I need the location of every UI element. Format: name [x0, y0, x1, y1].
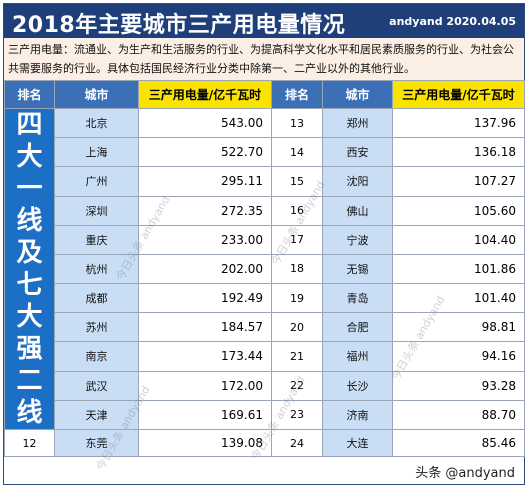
header-value-left: 三产用电量/亿千瓦时	[138, 80, 272, 109]
city-cell: 武汉	[54, 370, 139, 401]
value-cell: 172.00	[138, 370, 272, 401]
value-cell: 139.08	[138, 429, 272, 457]
value-cell: 137.96	[392, 107, 525, 139]
table-row: 南京 173.44 21 福州 94.16	[5, 341, 525, 372]
header-city-left: 城市	[54, 80, 139, 109]
value-cell: 136.18	[392, 137, 525, 168]
city-cell: 东莞	[54, 429, 139, 457]
group-label: 四大一线及七大强二线	[4, 108, 55, 430]
group-label-char: 线	[16, 206, 43, 236]
city-cell: 郑州	[322, 107, 393, 139]
rank-cell: 18	[271, 253, 323, 285]
city-cell: 天津	[54, 399, 139, 431]
rank-cell: 14	[271, 137, 323, 168]
header-rank-left: 排名	[4, 80, 55, 109]
footer-watermark: 头条 @andyand	[412, 462, 518, 481]
group-label-char: 线	[16, 398, 43, 428]
table-row: 成都 192.49 19 青岛 101.40	[5, 283, 525, 314]
rank-cell: 24	[271, 429, 323, 457]
value-cell: 88.70	[392, 399, 525, 431]
table-row: 12 东莞 139.08 24 大连 85.46	[4, 429, 525, 457]
table-header-row: 排名 城市 三产用电量/亿千瓦时 排名 城市 三产用电量/亿千瓦时	[4, 80, 525, 109]
table-row: 广州 295.11 15 沈阳 107.27	[5, 166, 525, 197]
city-cell: 成都	[54, 283, 139, 314]
group-label-char: 一	[16, 174, 43, 204]
city-cell: 青岛	[322, 283, 393, 314]
table-row: 天津 169.61 23 济南 88.70	[5, 399, 525, 431]
city-cell: 大连	[322, 429, 393, 457]
value-cell: 295.11	[138, 166, 272, 197]
city-cell: 深圳	[54, 195, 139, 226]
rank-cell: 23	[271, 399, 323, 431]
group-label-char: 大	[16, 302, 43, 332]
value-cell: 543.00	[138, 107, 272, 139]
table-row: 苏州 184.57 20 合肥 98.81	[5, 312, 525, 343]
header-city-right: 城市	[322, 80, 393, 109]
group-label-char: 二	[16, 366, 43, 396]
table-row: 四大一线及七大强二线北京 543.00 13 郑州 137.96	[4, 107, 525, 430]
city-cell: 济南	[322, 399, 393, 431]
value-cell: 233.00	[138, 224, 272, 255]
value-cell: 173.44	[138, 341, 272, 372]
city-cell: 北京	[54, 107, 139, 139]
city-cell: 上海	[54, 137, 139, 168]
page-title: 2018年主要城市三产用电量情况	[12, 13, 346, 38]
city-cell: 苏州	[54, 312, 139, 343]
value-cell: 93.28	[392, 370, 525, 401]
city-cell: 南京	[54, 341, 139, 372]
value-cell: 98.81	[392, 312, 525, 343]
value-cell: 94.16	[392, 341, 525, 372]
value-cell: 101.86	[392, 253, 525, 285]
city-cell: 宁波	[322, 224, 393, 255]
value-cell: 202.00	[138, 253, 272, 285]
rank-cell: 21	[271, 341, 323, 372]
value-cell: 105.60	[392, 195, 525, 226]
title-bar: 2018年主要城市三产用电量情况 andyand 2020.04.05	[4, 4, 524, 38]
value-cell: 104.40	[392, 224, 525, 255]
title-credit: andyand 2020.04.05	[389, 15, 516, 28]
group-label-char: 强	[16, 334, 43, 364]
city-cell: 合肥	[322, 312, 393, 343]
rank-cell: 22	[271, 370, 323, 401]
power-consumption-table: 排名 城市 三产用电量/亿千瓦时 排名 城市 三产用电量/亿千瓦时 四大一线及七…	[4, 80, 525, 457]
value-cell: 169.61	[138, 399, 272, 431]
group-label-char: 及	[16, 238, 43, 268]
value-cell: 85.46	[392, 429, 525, 457]
city-cell: 福州	[322, 341, 393, 372]
city-cell: 佛山	[322, 195, 393, 226]
city-cell: 沈阳	[322, 166, 393, 197]
city-cell: 长沙	[322, 370, 393, 401]
document-frame	[3, 3, 525, 485]
city-cell: 重庆	[54, 224, 139, 255]
rank-cell: 13	[271, 107, 323, 139]
rank-cell: 16	[271, 195, 323, 226]
table-row: 重庆 233.00 17 宁波 104.40	[5, 224, 525, 255]
table-row: 深圳 272.35 16 佛山 105.60	[5, 195, 525, 226]
group-label-char: 大	[16, 142, 43, 172]
value-cell: 192.49	[138, 283, 272, 314]
city-cell: 杭州	[54, 253, 139, 285]
rank-cell: 15	[271, 166, 323, 197]
header-rank-right: 排名	[271, 80, 323, 109]
table-row: 上海 522.70 14 西安 136.18	[5, 137, 525, 168]
description-text: 三产用电量：流通业、为生产和生活服务的行业、为提高科学文化水平和居民素质服务的行…	[4, 38, 524, 80]
rank-cell: 17	[271, 224, 323, 255]
rank-cell: 19	[271, 283, 323, 314]
city-cell: 西安	[322, 137, 393, 168]
city-cell: 广州	[54, 166, 139, 197]
table-row: 武汉 172.00 22 长沙 93.28	[5, 370, 525, 401]
value-cell: 184.57	[138, 312, 272, 343]
city-cell: 无锡	[322, 253, 393, 285]
group-label-char: 四	[16, 110, 43, 140]
value-cell: 272.35	[138, 195, 272, 226]
rank-cell: 20	[271, 312, 323, 343]
value-cell: 522.70	[138, 137, 272, 168]
value-cell: 101.40	[392, 283, 525, 314]
table-row: 杭州 202.00 18 无锡 101.86	[5, 253, 525, 285]
value-cell: 107.27	[392, 166, 525, 197]
group-label-char: 七	[16, 270, 43, 300]
rank-cell: 12	[4, 429, 55, 457]
header-value-right: 三产用电量/亿千瓦时	[392, 80, 525, 109]
